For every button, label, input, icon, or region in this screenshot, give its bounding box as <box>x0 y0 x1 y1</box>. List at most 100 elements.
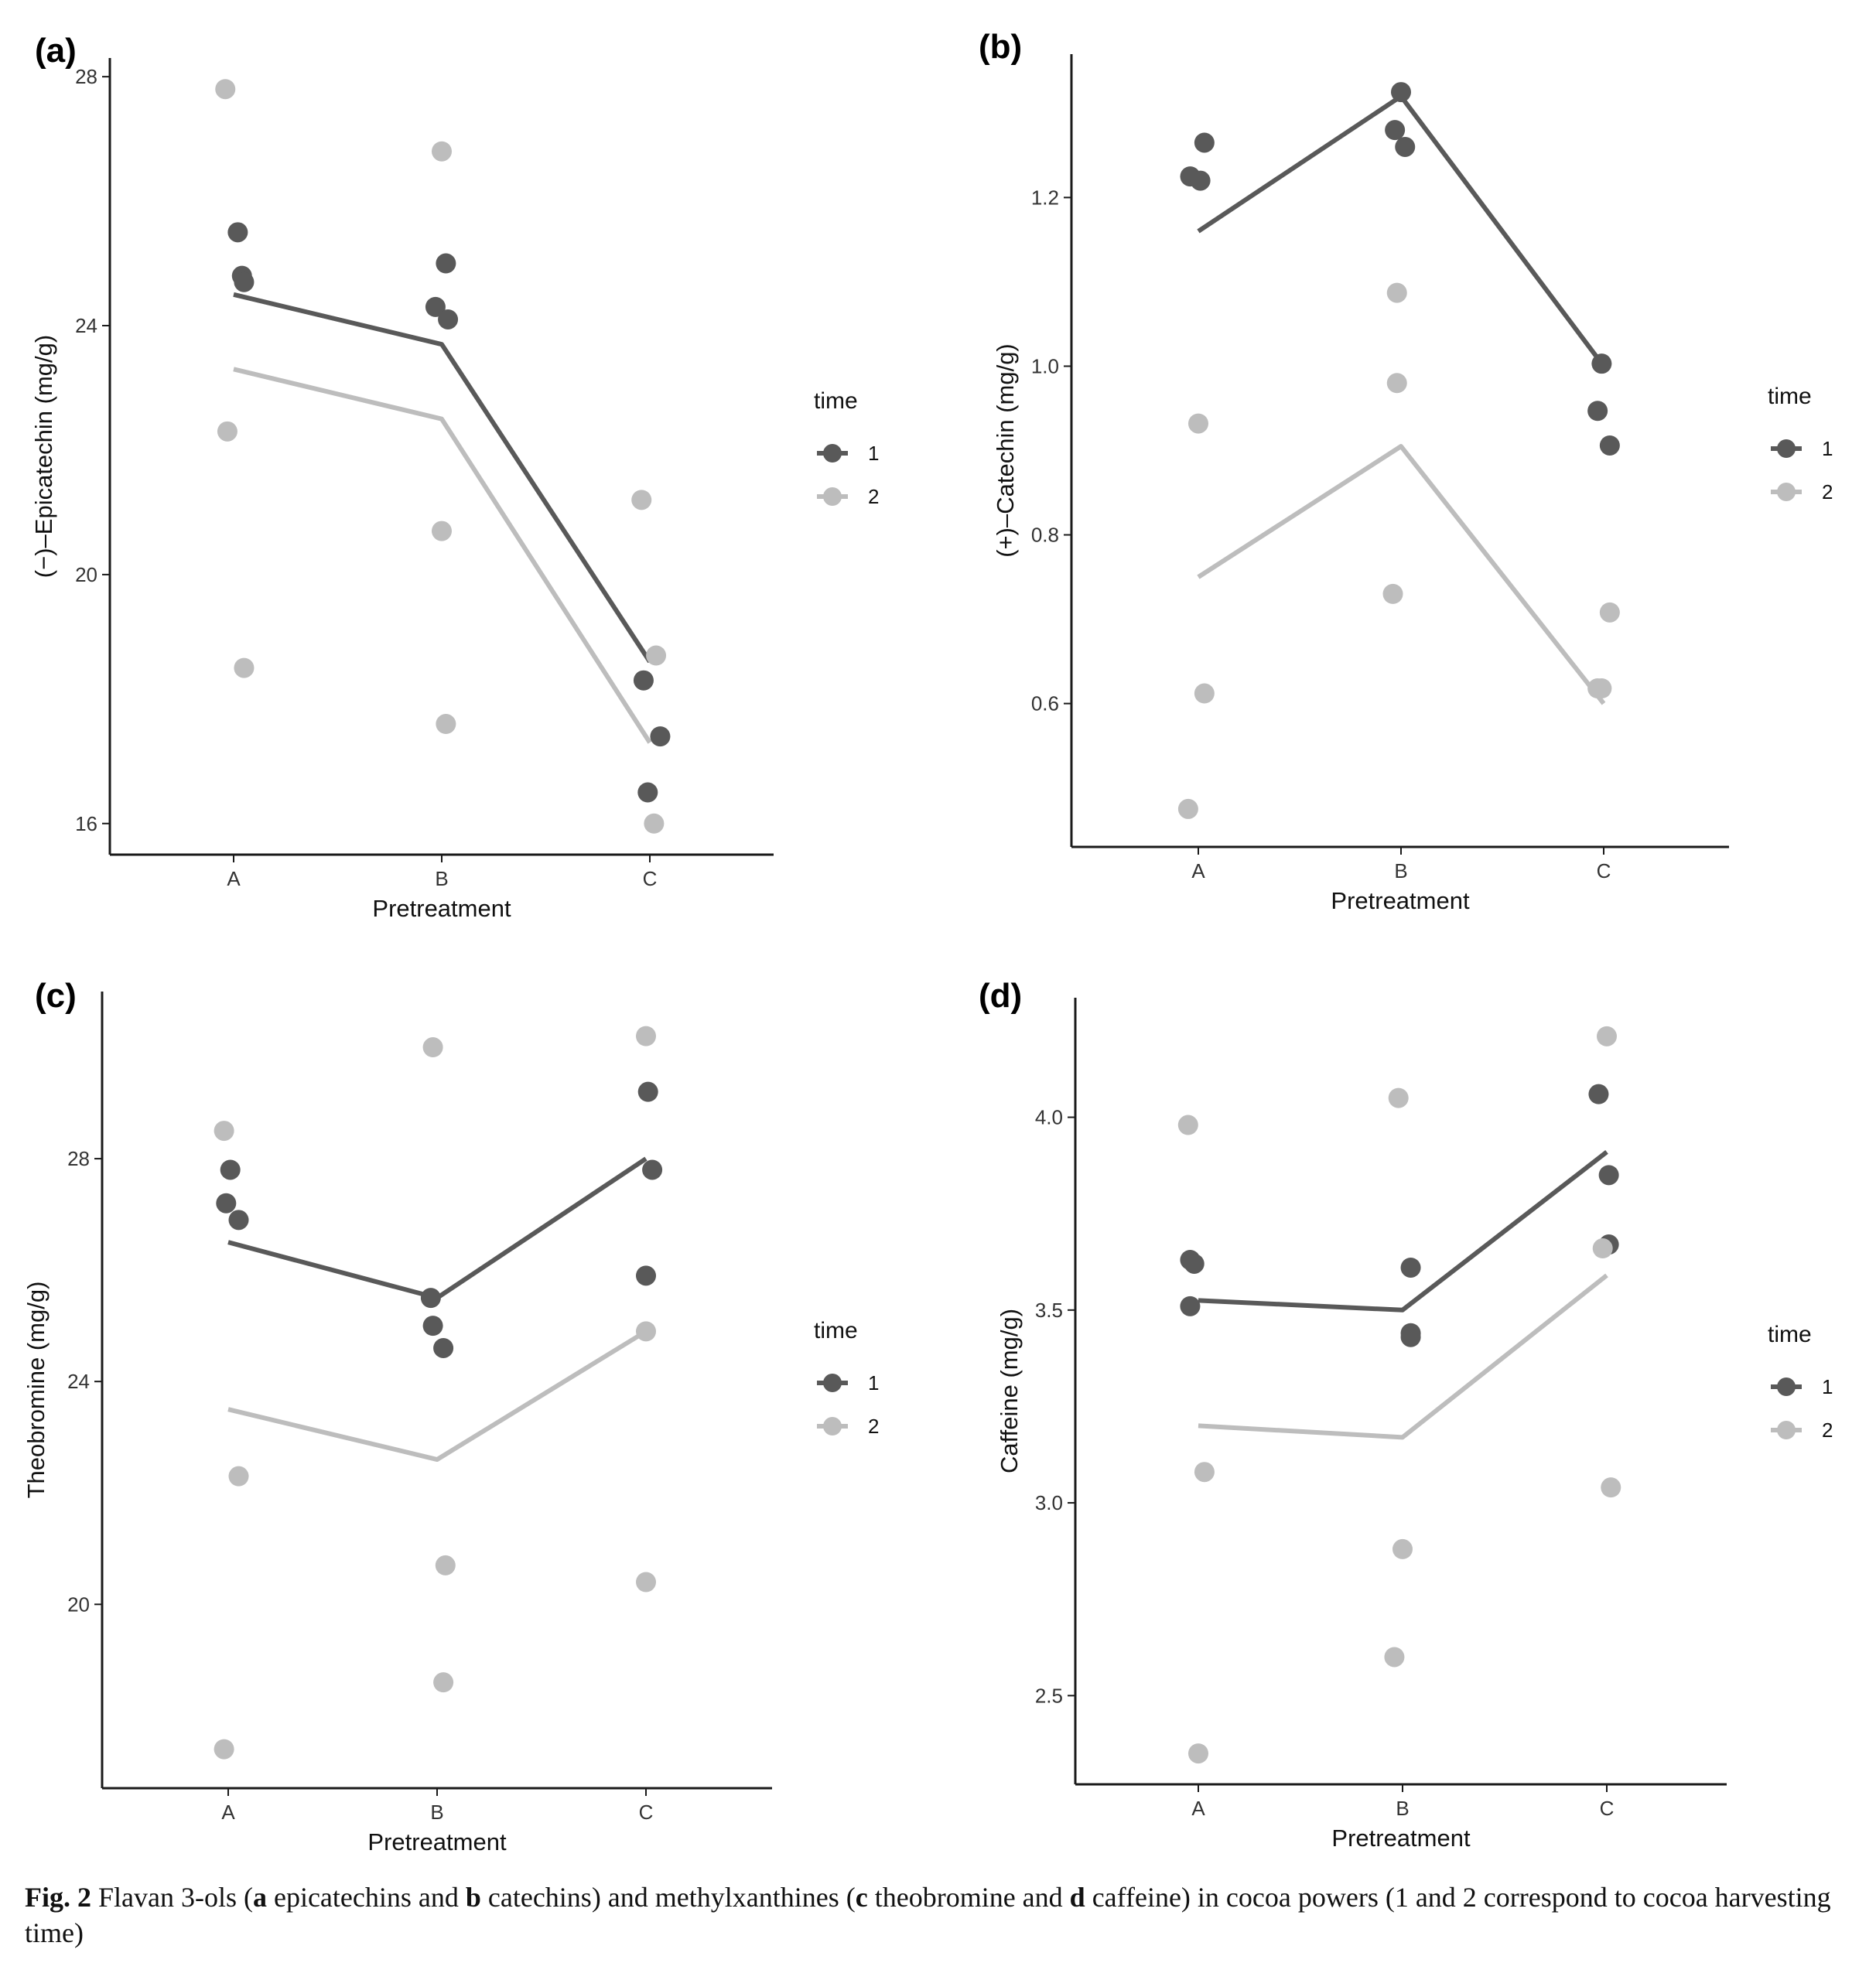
y-tick-label: 20 <box>67 1593 90 1616</box>
y-axis-title: (−)–Epicatechin (mg/g) <box>30 335 57 578</box>
data-point-time-1 <box>633 670 654 691</box>
data-point-time-1 <box>1587 401 1608 422</box>
y-tick-label: 1.0 <box>1031 354 1059 377</box>
y-tick-label: 4.0 <box>1035 1106 1063 1129</box>
legend-label-time-1: 1 <box>1822 437 1833 460</box>
data-point-time-1 <box>1400 1257 1421 1278</box>
data-point-time-1 <box>1400 1326 1421 1347</box>
data-point-time-2 <box>1386 373 1407 394</box>
legend-key-point <box>1777 1377 1796 1396</box>
x-tick-label: C <box>1600 1797 1615 1820</box>
legend-label-time-1: 1 <box>868 1371 879 1395</box>
data-point-time-2 <box>631 490 652 510</box>
data-point-time-2 <box>636 1321 656 1342</box>
y-tick-label: 16 <box>75 812 97 835</box>
legend-label-time-2: 2 <box>868 485 879 508</box>
caption-c: c <box>855 1882 868 1913</box>
data-point-time-2 <box>214 1121 234 1142</box>
caption-text-2: epicatechins and <box>266 1882 466 1913</box>
data-point-time-1 <box>1180 1296 1201 1316</box>
legend-label-time-1: 1 <box>1822 1375 1833 1398</box>
y-tick-label: 3.5 <box>1035 1299 1063 1322</box>
data-point-time-2 <box>422 1037 443 1058</box>
data-point-time-1 <box>220 1159 241 1180</box>
data-point-time-2 <box>1177 1115 1198 1135</box>
data-point-time-1 <box>436 253 456 274</box>
legend-key-point <box>823 487 842 506</box>
x-tick-label: C <box>643 867 658 890</box>
y-tick-label: 28 <box>67 1147 90 1170</box>
data-point-time-2 <box>1388 1087 1409 1108</box>
caption-d: d <box>1069 1882 1085 1913</box>
caption-text-5: caffeine) in cocoa powers (1 and 2 corre… <box>25 1882 1831 1948</box>
series-line-time-2 <box>227 1329 648 1463</box>
legend-label-time-2: 2 <box>1822 1418 1833 1442</box>
panel-label: (a) <box>35 32 77 70</box>
data-point-time-1 <box>1588 1084 1609 1104</box>
data-point-time-1 <box>636 1265 656 1286</box>
caption-fig-label: Fig. 2 <box>25 1882 91 1913</box>
x-tick-label: A <box>1191 859 1205 882</box>
data-point-time-2 <box>1382 583 1403 604</box>
x-tick-label: B <box>1394 859 1407 882</box>
data-point-time-1 <box>433 1337 454 1358</box>
data-point-time-2 <box>234 657 255 678</box>
y-axis-title: Caffeine (mg/g) <box>996 1309 1023 1473</box>
data-point-time-1 <box>1391 82 1411 103</box>
legend-label-time-2: 2 <box>868 1415 879 1438</box>
x-tick-label: C <box>639 1801 654 1824</box>
y-tick-label: 1.2 <box>1031 186 1059 209</box>
data-point-time-2 <box>432 141 452 162</box>
data-point-time-1 <box>1184 1253 1205 1274</box>
data-point-time-1 <box>642 1159 663 1180</box>
data-point-time-1 <box>420 1288 441 1309</box>
x-tick-label: A <box>1191 1797 1205 1820</box>
legend-title: time <box>814 388 858 414</box>
x-axis-title: Pretreatment <box>1331 887 1470 914</box>
x-axis-title: Pretreatment <box>372 895 511 922</box>
x-axis-title: Pretreatment <box>1331 1825 1471 1852</box>
legend-title: time <box>1768 384 1812 409</box>
y-tick-label: 0.6 <box>1031 692 1059 715</box>
data-point-time-2 <box>636 1026 656 1046</box>
data-point-time-2 <box>1177 798 1198 819</box>
data-point-time-1 <box>1190 170 1211 191</box>
data-point-time-1 <box>650 726 671 747</box>
data-point-time-1 <box>425 296 446 317</box>
data-point-time-1 <box>637 1081 658 1102</box>
y-axis-title: Theobromine (mg/g) <box>22 1282 50 1499</box>
data-point-time-1 <box>216 1193 237 1214</box>
x-tick-label: A <box>227 867 241 890</box>
data-point-time-1 <box>1598 1165 1619 1186</box>
data-point-time-2 <box>644 813 665 834</box>
legend-title: time <box>1768 1322 1812 1347</box>
data-point-time-2 <box>1601 1477 1621 1498</box>
figure-caption: Fig. 2 Flavan 3-ols (a epicatechins and … <box>25 1879 1858 1951</box>
data-point-time-2 <box>436 714 456 735</box>
data-point-time-1 <box>1194 132 1215 153</box>
data-point-time-2 <box>432 521 452 541</box>
data-point-time-1 <box>1395 136 1416 157</box>
data-point-time-2 <box>1597 1026 1617 1046</box>
caption-a: a <box>252 1882 267 1913</box>
panel-label: (b) <box>979 28 1022 66</box>
data-point-time-2 <box>1599 602 1620 623</box>
data-point-time-2 <box>433 1672 454 1693</box>
data-point-time-1 <box>1385 120 1406 141</box>
data-point-time-2 <box>1384 1647 1405 1668</box>
y-axis-title: (+)–Catechin (mg/g) <box>992 343 1019 558</box>
series-line-time-2 <box>1197 444 1606 705</box>
data-point-time-1 <box>234 271 255 292</box>
data-point-time-1 <box>422 1316 443 1336</box>
y-tick-label: 2.5 <box>1035 1684 1063 1707</box>
series-line-time-1 <box>233 292 652 664</box>
data-point-time-2 <box>636 1572 656 1593</box>
y-tick-label: 28 <box>75 65 97 88</box>
legend-key-point <box>1777 483 1796 501</box>
y-tick-label: 24 <box>75 314 97 337</box>
x-tick-label: B <box>1396 1797 1409 1820</box>
series-line-time-2 <box>233 367 652 744</box>
figure-svg: (a) 16 20 24 28 A B C Pretreatment (−)–Epicatechi… <box>22 28 1833 1855</box>
panel-d: (d) 2.5 3.0 3.5 4.0 A B C Pretreatment Caffeine (… <box>979 977 1833 1852</box>
data-point-time-1 <box>637 782 658 803</box>
